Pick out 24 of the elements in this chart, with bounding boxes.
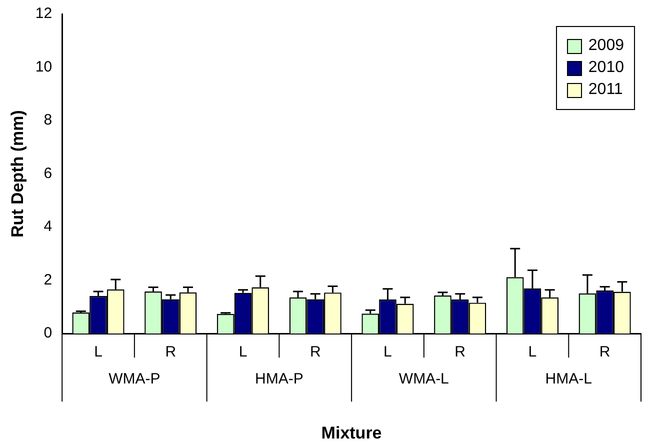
x-tick-label: R [310, 344, 321, 361]
x-tick-label: L [94, 344, 102, 361]
x-tick-label: R [165, 344, 176, 361]
legend-label: 2009 [588, 37, 624, 55]
y-tick-label: 2 [44, 271, 52, 288]
x-axis-title: Mixture [321, 423, 382, 442]
legend-label: 2010 [588, 59, 624, 77]
x-tick-label: R [599, 344, 610, 361]
legend-label: 2011 [588, 81, 623, 99]
x-tick-label: L [384, 344, 392, 361]
y-tick-label: 6 [44, 164, 52, 182]
text: HMA-P [255, 370, 304, 388]
text: HMA-L [545, 370, 592, 388]
x-tick-label: L [238, 344, 248, 361]
y-axis-title: Rut Depth (mm) [8, 110, 27, 238]
text: WMA-L [398, 370, 449, 388]
x-tick-label: R [454, 344, 466, 361]
y-tick-label: 8 [44, 112, 52, 129]
y-tick-label: 4 [44, 218, 52, 236]
x-tick-label: L [528, 344, 537, 361]
y-tick-label: 0 [44, 324, 52, 342]
y-tick-label: 12 [35, 5, 52, 22]
y-tick-label: 10 [35, 58, 52, 76]
text: WMA-P [108, 370, 160, 388]
